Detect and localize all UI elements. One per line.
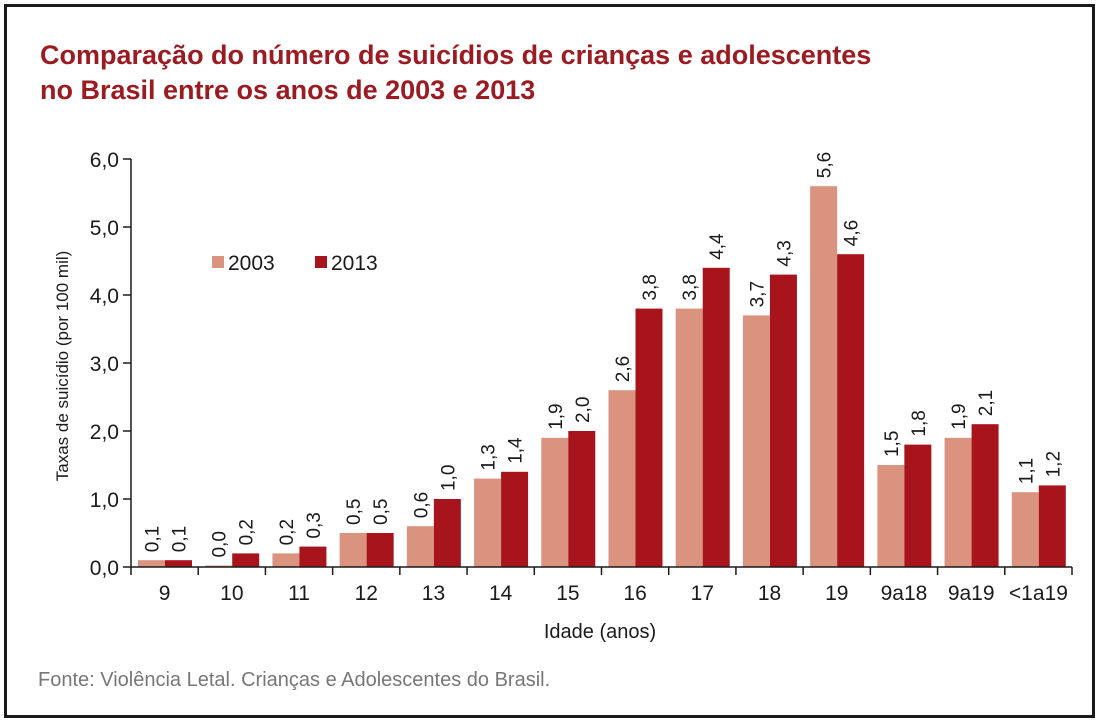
bars xyxy=(138,186,1066,567)
bar-2013 xyxy=(702,267,730,567)
x-tick-label: 11 xyxy=(288,582,310,605)
bar-2013 xyxy=(501,471,529,567)
data-label-2013: 1,8 xyxy=(909,410,930,436)
x-axis-ticks: 9 10 11 12 13 14 15 16 17 18 19 9a18 9a19 <1a19 xyxy=(130,567,1073,605)
bar-2003 xyxy=(272,553,300,567)
data-label-2013: 1,0 xyxy=(438,465,459,491)
bar-2013 xyxy=(635,308,663,567)
y-axis-ticks: 0,0 1,0 2,0 3,0 4,0 5,0 6,0 xyxy=(90,149,131,580)
x-tick-label: 18 xyxy=(758,582,781,605)
chart-frame xyxy=(4,4,1095,718)
legend-label-2003: 2003 xyxy=(228,252,275,275)
x-tick-label: 9a18 xyxy=(881,582,928,605)
bar-2003 xyxy=(1011,492,1039,567)
x-tick-label: 9 xyxy=(159,582,171,605)
x-tick-label: <1a19 xyxy=(1009,582,1068,605)
bar-2013 xyxy=(568,431,596,567)
data-label-2003: 0,1 xyxy=(143,526,164,552)
legend-swatch-2013 xyxy=(315,256,327,268)
legend: 2003 2013 xyxy=(212,252,378,275)
data-label-2003: 1,5 xyxy=(882,431,903,457)
bar-2013 xyxy=(433,499,461,567)
bar-2003 xyxy=(474,478,502,567)
source-note: Fonte: Violência Letal. Crianças e Adole… xyxy=(38,669,551,691)
data-label-2013: 0,2 xyxy=(237,519,258,545)
data-label-2003: 2,6 xyxy=(613,356,634,382)
x-tick-label: 14 xyxy=(489,582,513,605)
bar-2013 xyxy=(366,533,394,567)
y-tick-label: 3,0 xyxy=(90,353,119,376)
x-tick-label: 19 xyxy=(825,582,848,605)
bar-2013 xyxy=(971,424,999,567)
bar-2003 xyxy=(675,308,703,567)
bar-2003 xyxy=(541,437,569,567)
value-labels: 0,1 0,1 0,0 0,2 0,2 0,3 0,5 0,5 0,6 1,0 1,3 1,4 1,9 2… xyxy=(143,152,1065,558)
bar-2003 xyxy=(406,526,434,567)
data-label-2003: 0,0 xyxy=(210,531,231,557)
data-label-2013: 3,8 xyxy=(640,274,661,300)
data-label-2003: 1,1 xyxy=(1016,458,1037,484)
data-label-2003: 0,2 xyxy=(277,519,298,545)
chart-title: Comparação do número de suicídios de cri… xyxy=(40,38,1040,108)
x-axis-label: Idade (anos) xyxy=(544,621,656,643)
x-tick-label: 15 xyxy=(556,582,579,605)
data-label-2003: 0,5 xyxy=(344,499,365,525)
data-label-2013: 4,3 xyxy=(774,240,795,266)
y-tick-label: 4,0 xyxy=(90,285,119,308)
y-tick-label: 5,0 xyxy=(90,217,119,240)
data-label-2013: 2,0 xyxy=(573,397,594,423)
bar-2013 xyxy=(904,444,932,567)
data-label-2013: 0,3 xyxy=(304,512,325,538)
data-label-2013: 0,1 xyxy=(170,526,191,552)
data-label-2013: 2,1 xyxy=(976,390,997,416)
data-label-2013: 4,6 xyxy=(842,220,863,246)
y-tick-label: 6,0 xyxy=(90,149,119,172)
y-tick-label: 2,0 xyxy=(90,421,119,444)
bar-2003 xyxy=(944,437,972,567)
x-tick-label: 10 xyxy=(220,582,243,605)
y-tick-label: 1,0 xyxy=(90,489,119,512)
chart-title-line-2: no Brasil entre os anos de 2003 e 2013 xyxy=(40,75,536,105)
x-tick-label: 9a19 xyxy=(948,582,995,605)
data-label-2003: 3,8 xyxy=(680,274,701,300)
y-tick-label: 0,0 xyxy=(90,557,119,580)
bar-2013 xyxy=(299,546,327,567)
legend-swatch-2003 xyxy=(212,256,224,268)
data-label-2003: 5,6 xyxy=(815,152,836,178)
x-tick-label: 12 xyxy=(355,582,378,605)
data-label-2003: 1,9 xyxy=(949,403,970,429)
y-axis-label: Taxas de suicídio (por 100 mil) xyxy=(53,251,72,482)
x-tick-label: 13 xyxy=(422,582,445,605)
bar-2013 xyxy=(837,254,865,567)
chart-title-line-1: Comparação do número de suicídios de cri… xyxy=(40,40,872,70)
bar-2013 xyxy=(165,560,192,567)
data-label-2003: 3,7 xyxy=(747,281,768,307)
x-tick-label: 17 xyxy=(691,582,714,605)
bar-2003 xyxy=(339,533,367,567)
bar-2003 xyxy=(608,390,636,567)
data-label-2013: 1,4 xyxy=(506,437,527,464)
bar-2013 xyxy=(232,553,260,567)
bar-2013 xyxy=(769,274,797,567)
bar-2003 xyxy=(138,560,165,567)
legend-label-2013: 2013 xyxy=(331,252,378,275)
bar-2003 xyxy=(810,186,838,567)
data-label-2013: 1,2 xyxy=(1043,451,1064,477)
bar-2013 xyxy=(1038,485,1066,567)
axes xyxy=(130,159,1072,568)
data-label-2013: 0,5 xyxy=(371,499,392,525)
data-label-2013: 4,4 xyxy=(707,233,728,260)
data-label-2003: 1,3 xyxy=(479,444,500,470)
x-tick-label: 16 xyxy=(623,582,646,605)
data-label-2003: 0,6 xyxy=(411,492,432,518)
bar-2003 xyxy=(742,315,770,567)
bar-2003 xyxy=(877,465,905,567)
data-label-2003: 1,9 xyxy=(546,403,567,429)
